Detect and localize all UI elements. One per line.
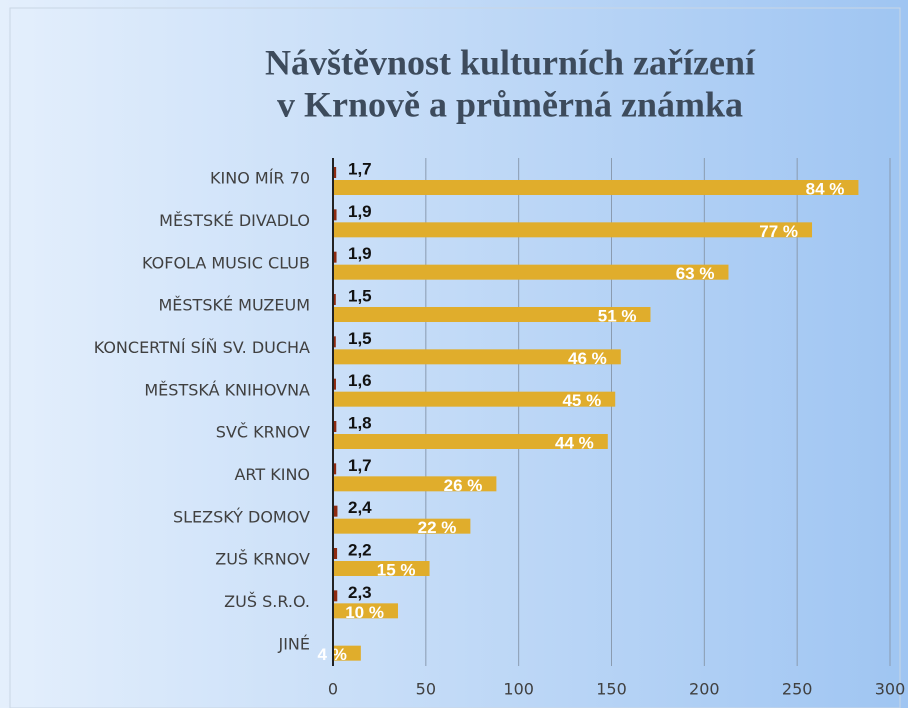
data-label: 1,9: [348, 244, 372, 263]
visit-bar: [333, 476, 497, 492]
grade-bar: [333, 251, 337, 263]
y-tick-label: KONCERTNÍ SÍŇ SV. DUCHA: [94, 338, 310, 357]
y-tick-label: KINO MÍR 70: [210, 169, 310, 188]
data-label: 26 %: [444, 476, 483, 495]
grade-bar: [333, 463, 337, 475]
y-tick-label: ART KINO: [234, 465, 310, 484]
visit-bar: [333, 561, 430, 576]
x-tick-label: 150: [596, 680, 627, 699]
y-tick-label: JINÉ: [277, 634, 310, 653]
data-label: 46 %: [568, 349, 607, 368]
visit-bar: [333, 349, 621, 365]
y-tick-label: ZUŠ KRNOV: [215, 550, 310, 569]
grade-bar: [333, 336, 336, 348]
x-tick-label: 200: [689, 680, 720, 699]
visit-bar: [333, 603, 398, 619]
data-label: 63 %: [676, 264, 715, 283]
x-tick-label: 0: [328, 680, 338, 699]
data-label: 51 %: [598, 306, 637, 325]
x-tick-label: 100: [503, 680, 534, 699]
y-tick-label: KOFOLA MUSIC CLUB: [142, 253, 310, 272]
data-label: 1,7: [348, 456, 372, 475]
y-tick-label: MĚSTSKÁ KNIHOVNA: [144, 380, 310, 399]
x-tick-label: 50: [416, 680, 436, 699]
data-label: 1,5: [348, 329, 372, 348]
data-label: 2,4: [348, 498, 372, 517]
data-label: 77 %: [759, 222, 798, 241]
visit-bar: [333, 307, 651, 322]
grade-bar: [333, 294, 336, 305]
x-tick-label: 250: [782, 680, 813, 699]
data-label: 45 %: [562, 391, 601, 410]
visit-bar: [333, 222, 813, 238]
data-label: 10 %: [345, 603, 384, 622]
data-label: 22 %: [418, 518, 457, 537]
grade-bar: [333, 590, 338, 602]
grade-bar: [333, 209, 337, 221]
grade-bar: [333, 548, 338, 559]
grade-bar: [333, 378, 336, 390]
data-label: 2,3: [348, 583, 372, 602]
visit-bar: [333, 434, 608, 449]
y-tick-label: SVČ KRNOV: [216, 423, 310, 442]
x-tick-label: 300: [875, 680, 906, 699]
data-label: 44 %: [555, 433, 594, 452]
visit-bar: [333, 180, 859, 195]
chart-title: Návštěvnost kulturních zařízení: [265, 42, 756, 82]
grade-bar: [333, 505, 338, 517]
data-label: 1,6: [348, 371, 372, 390]
data-label: 1,7: [348, 159, 372, 178]
frame: [9, 7, 901, 708]
data-label: 1,9: [348, 202, 372, 221]
y-tick-label: MĚSTSKÉ MUZEUM: [158, 296, 310, 315]
data-label: 1,5: [348, 286, 372, 305]
grade-bar: [333, 421, 337, 432]
y-tick-label: MĚSTSKÉ DIVADLO: [159, 211, 310, 230]
data-label: 2,2: [348, 540, 372, 559]
grade-bar: [333, 167, 337, 178]
visit-bar: [333, 518, 471, 534]
chart-title: v Krnově a průměrná známka: [277, 84, 743, 124]
y-tick-label: ZUŠ S.R.O.: [224, 592, 310, 611]
y-tick-label: SLEZSKÝ DOMOV: [173, 507, 310, 526]
visit-bar: [333, 264, 729, 280]
data-label: 15 %: [377, 560, 416, 579]
data-label: 84 %: [806, 179, 845, 198]
visit-bar: [333, 645, 361, 661]
data-label: 1,8: [348, 413, 372, 432]
visit-bar: [333, 391, 616, 407]
